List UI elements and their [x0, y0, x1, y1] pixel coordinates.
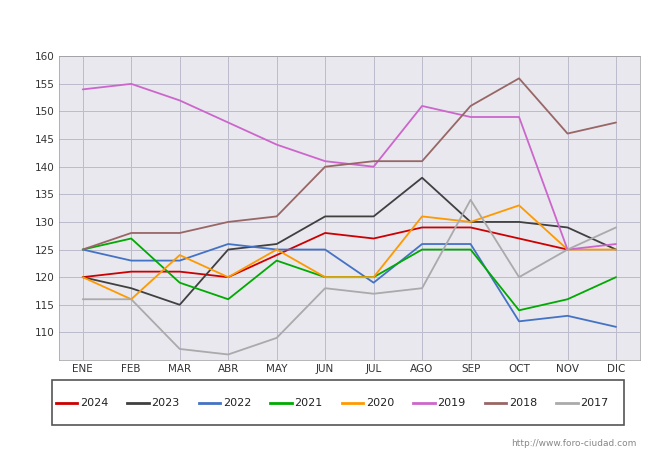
Text: 2021: 2021: [294, 398, 322, 408]
Text: http://www.foro-ciudad.com: http://www.foro-ciudad.com: [512, 439, 637, 448]
Text: 2023: 2023: [151, 398, 179, 408]
FancyBboxPatch shape: [52, 380, 624, 425]
Text: 2018: 2018: [509, 398, 537, 408]
Text: 2022: 2022: [223, 398, 252, 408]
Text: 2019: 2019: [437, 398, 465, 408]
Text: 2017: 2017: [580, 398, 608, 408]
Text: 2024: 2024: [80, 398, 109, 408]
Text: 2020: 2020: [366, 398, 394, 408]
Text: Afiliados en El Romeral a 30/11/2024: Afiliados en El Romeral a 30/11/2024: [172, 14, 478, 33]
